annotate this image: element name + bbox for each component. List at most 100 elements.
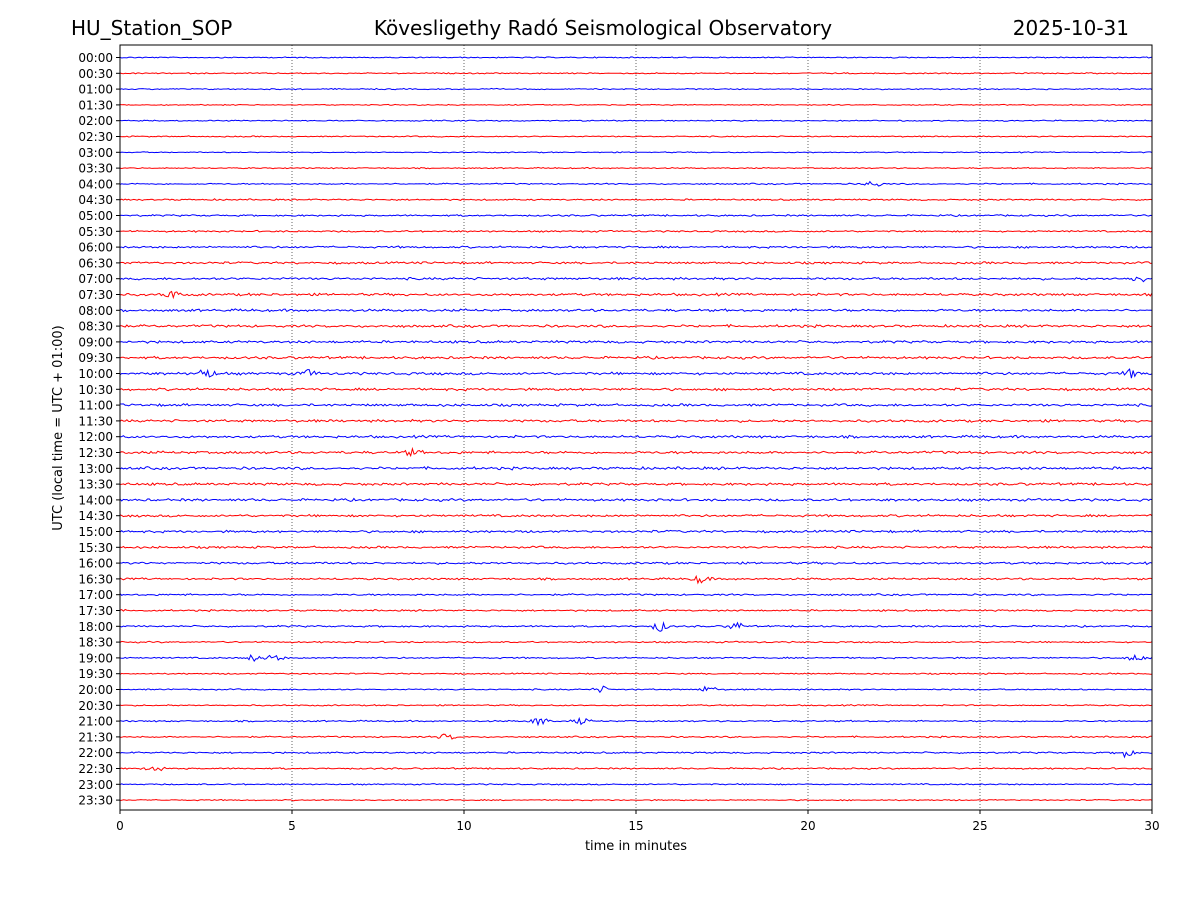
y-tick-label: 12:00 bbox=[78, 430, 113, 444]
y-tick-label: 11:30 bbox=[78, 414, 113, 428]
trace-0730 bbox=[119, 290, 1153, 300]
y-tick-label: 00:30 bbox=[78, 67, 113, 81]
trace-1700 bbox=[119, 593, 1153, 597]
y-tick-label: 13:30 bbox=[78, 478, 113, 492]
trace-1730 bbox=[119, 608, 1153, 613]
y-tick-label: 18:30 bbox=[78, 636, 113, 650]
x-tick-label: 15 bbox=[628, 819, 643, 833]
trace-0100 bbox=[119, 87, 1153, 91]
trace-1600 bbox=[119, 561, 1153, 566]
trace-2130 bbox=[120, 733, 1153, 740]
y-tick-label: 03:30 bbox=[78, 162, 113, 176]
trace-1430 bbox=[119, 513, 1153, 518]
trace-0630 bbox=[119, 261, 1153, 265]
trace-0400 bbox=[119, 180, 1153, 187]
y-tick-label: 00:00 bbox=[78, 51, 113, 65]
trace-1930 bbox=[119, 672, 1152, 675]
trace-1330 bbox=[119, 481, 1153, 487]
y-tick-label: 15:30 bbox=[78, 541, 113, 555]
trace-1230 bbox=[119, 446, 1153, 458]
trace-2000 bbox=[119, 685, 1153, 694]
y-tick-label: 09:00 bbox=[78, 335, 113, 349]
x-tick-label: 20 bbox=[800, 819, 815, 833]
trace-2100 bbox=[119, 716, 1153, 727]
trace-1030 bbox=[119, 387, 1153, 392]
trace-0600 bbox=[119, 245, 1153, 249]
trace-2230 bbox=[119, 766, 1153, 772]
y-tick-label: 01:30 bbox=[78, 98, 113, 112]
y-tick-label: 10:00 bbox=[78, 367, 113, 381]
y-tick-label: 04:30 bbox=[78, 193, 113, 207]
trace-2330 bbox=[119, 798, 1153, 802]
trace-0430 bbox=[119, 198, 1153, 202]
y-tick-label: 19:30 bbox=[78, 667, 113, 681]
x-tick-label: 30 bbox=[1144, 819, 1159, 833]
y-tick-label: 20:30 bbox=[78, 699, 113, 713]
y-tick-label: 15:00 bbox=[78, 525, 113, 539]
y-tick-label: 05:00 bbox=[78, 209, 113, 223]
y-tick-label: 14:00 bbox=[78, 493, 113, 507]
trace-0930 bbox=[119, 355, 1153, 360]
y-tick-label: 23:30 bbox=[78, 794, 113, 808]
trace-0800 bbox=[119, 308, 1153, 313]
y-tick-label: 05:30 bbox=[78, 225, 113, 239]
y-tick-label: 02:00 bbox=[78, 114, 113, 128]
y-tick-label: 17:30 bbox=[78, 604, 113, 618]
y-tick-label: 06:00 bbox=[78, 241, 113, 255]
trace-0030 bbox=[119, 72, 1153, 75]
y-tick-label: 06:30 bbox=[78, 256, 113, 270]
y-tick-label: 21:30 bbox=[78, 730, 113, 744]
y-tick-label: 19:00 bbox=[78, 651, 113, 665]
station-name: HU_Station_SOP bbox=[71, 16, 232, 40]
trace-0500 bbox=[119, 213, 1153, 218]
trace-1800 bbox=[119, 621, 1153, 632]
trace-0130 bbox=[119, 103, 1153, 107]
x-axis-label: time in minutes bbox=[585, 839, 687, 854]
trace-0330 bbox=[119, 166, 1153, 170]
y-tick-label: 13:00 bbox=[78, 462, 113, 476]
y-tick-label: 22:30 bbox=[78, 762, 113, 776]
trace-1500 bbox=[119, 529, 1153, 534]
y-tick-label: 17:00 bbox=[78, 588, 113, 602]
y-tick-label: 08:30 bbox=[78, 320, 113, 334]
y-tick-label: 03:00 bbox=[78, 146, 113, 160]
x-tick-label: 5 bbox=[288, 819, 296, 833]
trace-1100 bbox=[120, 402, 1153, 408]
y-tick-label: 22:00 bbox=[78, 746, 113, 760]
x-tick-label: 10 bbox=[456, 819, 471, 833]
x-tick-label: 0 bbox=[116, 819, 124, 833]
y-tick-label: 07:30 bbox=[78, 288, 113, 302]
y-tick-label: 11:00 bbox=[78, 399, 113, 413]
trace-0230 bbox=[119, 135, 1153, 138]
y-tick-label: 07:00 bbox=[78, 272, 113, 286]
trace-1630 bbox=[119, 574, 1153, 585]
y-tick-label: 16:30 bbox=[78, 572, 113, 586]
trace-0900 bbox=[119, 339, 1153, 344]
trace-0830 bbox=[120, 323, 1153, 329]
y-tick-label: 08:00 bbox=[78, 304, 113, 318]
x-tick-label: 25 bbox=[972, 819, 987, 833]
x-axis-ticks: 0 5 10 15 20 25 30 bbox=[116, 810, 1160, 833]
y-tick-label: 14:30 bbox=[78, 509, 113, 523]
trace-2200 bbox=[119, 749, 1152, 759]
plot-frame bbox=[119, 44, 1153, 811]
trace-1400 bbox=[119, 497, 1153, 503]
trace-1300 bbox=[119, 465, 1153, 471]
trace-1000 bbox=[119, 368, 1153, 379]
y-tick-label: 04:00 bbox=[78, 177, 113, 191]
y-tick-label: 23:00 bbox=[78, 778, 113, 792]
seismic-traces bbox=[119, 56, 1153, 802]
trace-2300 bbox=[119, 783, 1153, 786]
y-tick-label: 12:30 bbox=[78, 446, 113, 460]
y-tick-label: 20:00 bbox=[78, 683, 113, 697]
y-tick-label: 09:30 bbox=[78, 351, 113, 365]
trace-1130 bbox=[119, 418, 1153, 424]
y-tick-label: 21:00 bbox=[78, 715, 113, 729]
trace-0000 bbox=[119, 56, 1153, 59]
y-tick-label: 16:00 bbox=[78, 557, 113, 571]
chart-title: Kövesligethy Radó Seismological Observat… bbox=[374, 16, 832, 40]
trace-0300 bbox=[119, 151, 1153, 154]
